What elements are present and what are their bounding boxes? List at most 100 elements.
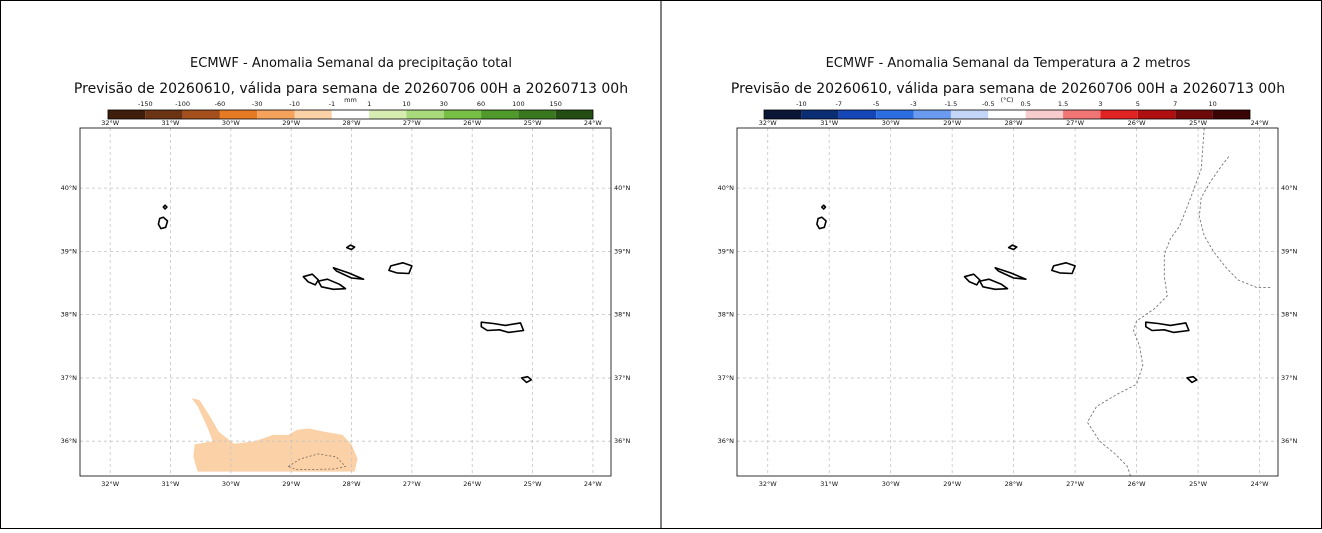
colorbar-tick-label: 3 (1098, 100, 1102, 108)
colorbar-tick-label: 0.5 (1021, 100, 1031, 108)
precip-subtitle: Previsão de 20260610, válida para semana… (74, 81, 628, 97)
colorbar-swatch (331, 110, 370, 119)
colorbar-tick-label: 5 (1136, 100, 1140, 108)
island-coastline (157, 216, 169, 230)
map-frame (79, 127, 612, 477)
colorbar-tick-label: -1.5 (945, 100, 958, 108)
lon-tick-label: 25°W (524, 480, 543, 488)
lon-tick-label: 24°W (584, 119, 603, 127)
lon-tick-label: 24°W (1251, 119, 1270, 127)
colorbar-tick-label: 100 (512, 100, 524, 108)
lon-tick-label: 27°W (1066, 119, 1085, 127)
island-coastline (317, 278, 347, 291)
lon-tick-label: 25°W (524, 119, 543, 127)
temperature-map: 32°W 32°W 31°W 31°W 30°W 30°W 29°W 29°W 28°W 28°W… (718, 119, 1298, 488)
colorbar-swatch (406, 110, 444, 119)
colorbar-swatch (913, 110, 951, 119)
lat-tick-label: 39°N (718, 247, 735, 255)
lon-tick-label: 29°W (943, 480, 962, 488)
colorbar-tick-label: -60 (215, 100, 226, 108)
island-coastline (816, 216, 827, 230)
lon-tick-label: 32°W (759, 119, 778, 127)
map-plot-area (80, 128, 611, 476)
colorbar-tick-label: -7 (836, 100, 842, 108)
lat-tick-label: 38°N (718, 311, 735, 319)
lat-tick-label: 36°N (1281, 437, 1298, 445)
temperature-anomaly-contour (1086, 128, 1205, 476)
colorbar-swatch (764, 110, 802, 119)
temperature-colorbar: -10 -7 -5 -3 -1.5 -0.5 0.5 1.5 3 5 7 10 (°C) (763, 96, 1251, 120)
lat-tick-label: 37°N (61, 374, 78, 382)
colorbar-swatch (876, 110, 914, 119)
lon-tick-label: 29°W (282, 119, 301, 127)
island-coastline (978, 278, 1009, 291)
temperature-title: ECMWF - Anomalia Semanal da Temperatura … (826, 56, 1191, 71)
colorbar-frame (107, 109, 594, 120)
precip-colorbar: -150 -100 -60 -30 -10 -1 1 10 30 60 100 150 mm (107, 96, 594, 120)
map-plot-area (737, 128, 1278, 476)
island-coastline (302, 273, 320, 286)
lon-tick-label: 26°W (1128, 480, 1147, 488)
lon-tick-label: 29°W (943, 119, 962, 127)
lon-tick-label: 27°W (403, 480, 422, 488)
colorbar-tick-label: 1.5 (1058, 100, 1068, 108)
colorbar-swatch (1100, 110, 1138, 119)
precip-map: 32°W 32°W 31°W 31°W 30°W 30°W 29°W 29°W 28°W 28°W… (61, 119, 631, 488)
colorbar-swatch (257, 110, 295, 119)
lon-tick-label: 31°W (820, 119, 839, 127)
lon-tick-label: 30°W (882, 480, 901, 488)
lon-tick-label: 30°W (222, 480, 241, 488)
lon-tick-label: 24°W (584, 480, 603, 488)
colorbar-swatch (1175, 110, 1213, 119)
colorbar-swatch (988, 110, 1026, 119)
colorbar-swatch (182, 110, 220, 119)
island-coastline (994, 266, 1027, 281)
temperature-panel: ECMWF - Anomalia Semanal da Temperatura … (718, 56, 1298, 488)
precip-anomaly-contour (287, 453, 347, 471)
lat-tick-label: 39°N (61, 247, 78, 255)
lon-tick-label: 32°W (101, 119, 120, 127)
colorbar-tick-label: 10 (1208, 100, 1216, 108)
island-coastline (1145, 321, 1190, 334)
colorbar-swatch (219, 110, 258, 119)
lat-tick-label: 36°N (614, 437, 631, 445)
lon-tick-label: 30°W (222, 119, 241, 127)
colorbar-tick-label: 150 (549, 100, 561, 108)
island-coastline (388, 261, 413, 275)
colorbar-swatch (443, 110, 482, 119)
colorbar-tick-label: -5 (873, 100, 879, 108)
precip-panel: ECMWF - Anomalia Semanal da precipitação… (61, 56, 631, 488)
lon-tick-label: 29°W (282, 480, 301, 488)
colorbar-frame (763, 109, 1251, 120)
lat-tick-label: 38°N (61, 311, 78, 319)
lon-tick-label: 32°W (101, 480, 120, 488)
lat-tick-label: 37°N (614, 374, 631, 382)
colorbar-swatch (801, 110, 839, 119)
lat-tick-label: 36°N (61, 437, 78, 445)
map-frame (736, 127, 1279, 477)
lat-tick-label: 40°N (61, 184, 78, 192)
island-coastline (162, 204, 168, 210)
colorbar-swatch (145, 110, 183, 119)
colorbar-swatch (481, 110, 519, 119)
lon-tick-label: 31°W (162, 480, 181, 488)
colorbar-swatch (1212, 110, 1250, 119)
colorbar-swatch (838, 110, 877, 119)
colorbar-swatch (518, 110, 556, 119)
lat-tick-label: 40°N (1281, 184, 1298, 192)
lat-tick-label: 37°N (718, 374, 735, 382)
lon-tick-label: 25°W (1189, 480, 1208, 488)
colorbar-tick-label: -150 (138, 100, 153, 108)
colorbar-swatch (555, 110, 593, 119)
temperature-anomaly-contour (1198, 156, 1272, 288)
lon-tick-label: 26°W (463, 119, 482, 127)
colorbar-tick-label: 30 (440, 100, 448, 108)
island-coastline (1051, 261, 1076, 275)
lon-tick-label: 28°W (1005, 119, 1024, 127)
colorbar-tick-label: -10 (289, 100, 300, 108)
lat-tick-label: 38°N (614, 311, 631, 319)
lon-tick-label: 25°W (1189, 119, 1208, 127)
lat-tick-label: 39°N (1281, 247, 1298, 255)
colorbar-tick-label: 1 (367, 100, 371, 108)
